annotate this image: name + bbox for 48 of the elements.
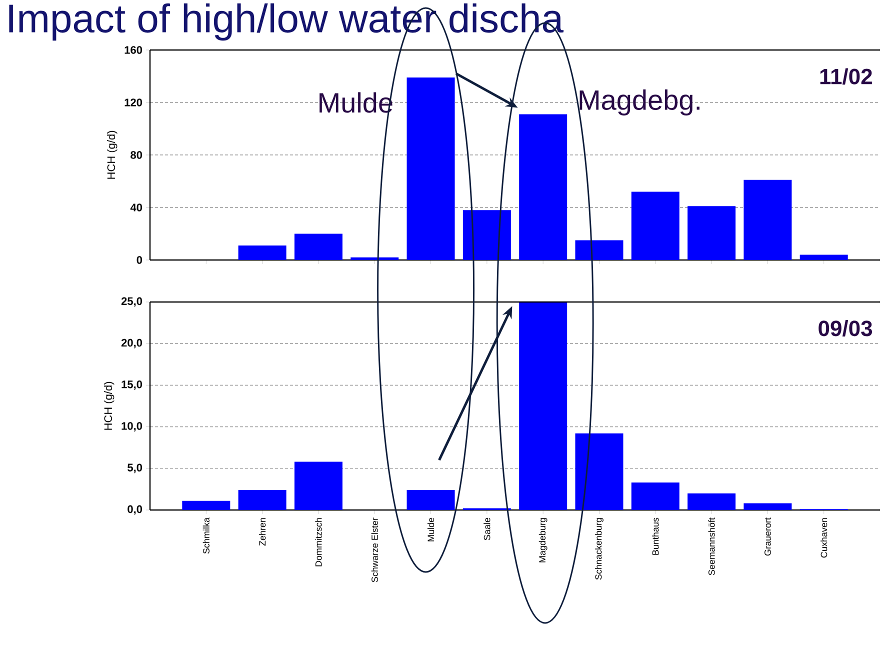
x-tick-label: Mulde xyxy=(427,518,434,542)
bar xyxy=(406,490,455,510)
x-tick-label: Schnackenburg xyxy=(595,518,604,580)
y-tick-label: 0,0 xyxy=(128,505,142,515)
bar xyxy=(519,302,568,510)
x-tick-label: Bunthaus xyxy=(652,518,659,555)
text: 11/02 xyxy=(820,68,872,85)
y-tick-label: 0 xyxy=(136,256,142,264)
y-tick-label: 120 xyxy=(124,98,142,106)
x-tick-label: Schwarze Elster xyxy=(371,518,378,582)
bar xyxy=(744,180,792,260)
annotation: Magdebg. xyxy=(580,89,700,116)
x-tick-label: Cuxhaven xyxy=(820,518,828,558)
bar xyxy=(182,500,230,510)
bar xyxy=(406,78,455,260)
bar xyxy=(238,246,286,260)
bar xyxy=(744,503,792,510)
bar xyxy=(238,490,286,510)
y-tick-label: 5,0 xyxy=(128,464,142,474)
bar xyxy=(294,234,342,260)
bar xyxy=(688,493,736,510)
x-tick-label: Dommitzsch xyxy=(315,518,322,566)
y-axis-title: HCH (g/d) xyxy=(104,382,114,430)
bar xyxy=(462,210,511,260)
x-tick-label: Seemannshöft xyxy=(708,518,715,576)
bar xyxy=(575,240,624,260)
bar xyxy=(350,257,399,260)
y-tick-label: 15,0 xyxy=(122,380,142,390)
bar xyxy=(631,482,680,510)
bar xyxy=(631,192,680,260)
x-tick-label: Schmilka xyxy=(202,518,210,554)
bar xyxy=(519,114,568,260)
y-tick-label: 25,0 xyxy=(121,297,142,307)
bar xyxy=(575,433,624,510)
y-tick-label: 160 xyxy=(124,46,142,54)
x-tick-label: Saale xyxy=(484,518,490,540)
y-tick-label: 80 xyxy=(130,151,142,159)
text: 09/03 xyxy=(818,320,872,336)
x-tick-label: Magdeburg xyxy=(538,518,548,562)
y-tick-label: 20,0 xyxy=(121,338,142,348)
bar xyxy=(800,254,848,260)
bar xyxy=(294,462,342,510)
y-tick-label: 10,0 xyxy=(122,422,142,432)
x-tick-label: Zehren xyxy=(259,518,266,546)
bar xyxy=(688,206,736,260)
y-tick-label: 40 xyxy=(130,204,142,212)
x-tick-label: Grauerort xyxy=(764,518,771,556)
y-axis-title: HCH (g/d) xyxy=(107,130,118,179)
